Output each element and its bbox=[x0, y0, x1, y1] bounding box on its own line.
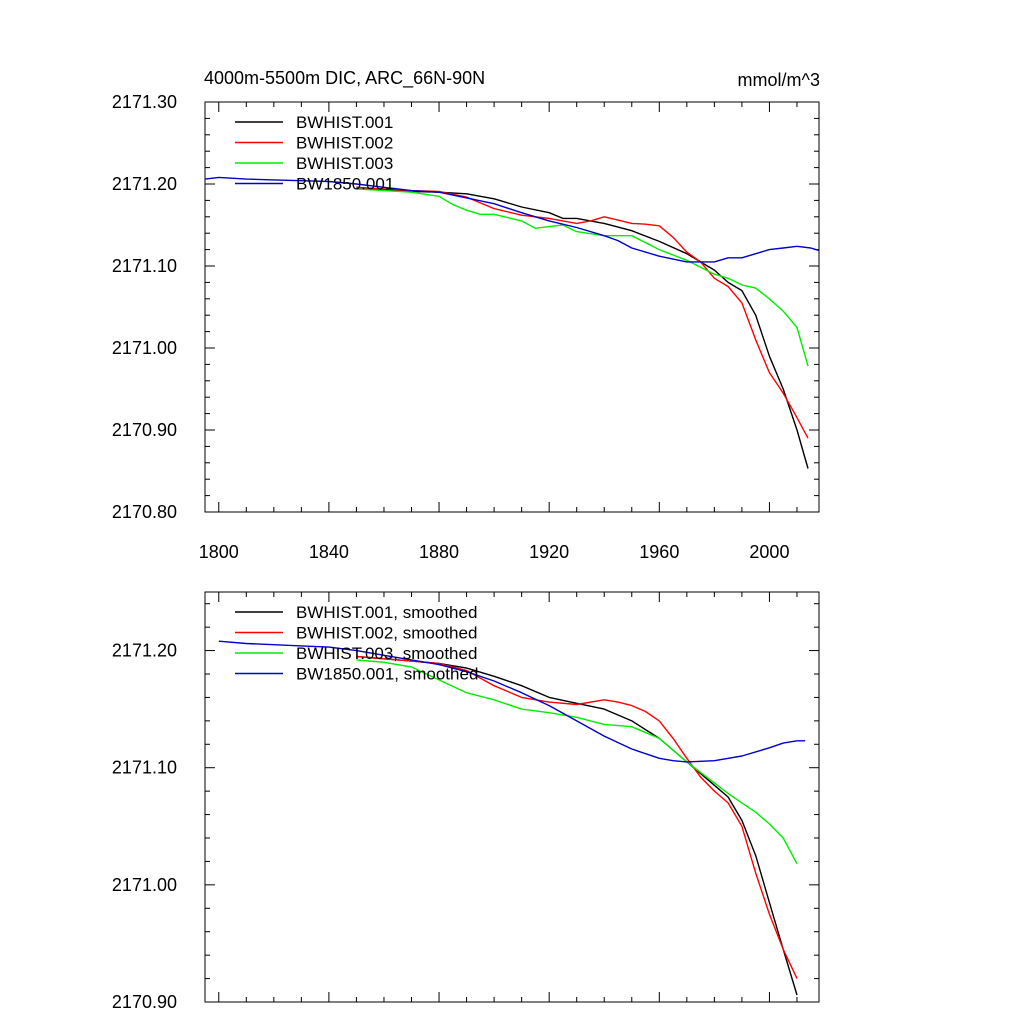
legend-label: BWHIST.003 bbox=[296, 154, 393, 173]
bottom-ticks bbox=[205, 592, 819, 1003]
bottom-panel: 2170.90 2171.00 2171.10 2171.20 BWHIST.001,… bbox=[112, 591, 820, 1012]
x-tick-label: 2000 bbox=[749, 542, 789, 562]
y-tick-label: 2170.80 bbox=[112, 502, 177, 522]
series-line bbox=[356, 186, 809, 439]
bottom-series-lines bbox=[218, 640, 806, 996]
series-line bbox=[356, 188, 809, 367]
legend-label: BWHIST.001, smoothed bbox=[296, 603, 477, 622]
y-tick-label: 2171.20 bbox=[112, 174, 177, 194]
top-x-tick-labels: 1800 1840 1880 1920 1960 2000 bbox=[199, 542, 790, 562]
y-tick-label: 2171.00 bbox=[112, 338, 177, 358]
x-tick-label: 1800 bbox=[199, 542, 239, 562]
top-panel: 4000m-5500m DIC, ARC_66N-90N mmol/m^3 21… bbox=[112, 68, 820, 562]
x-tick-label: 1880 bbox=[419, 542, 459, 562]
y-tick-label: 2171.00 bbox=[112, 875, 177, 895]
series-line bbox=[356, 655, 798, 996]
x-tick-label: 1920 bbox=[529, 542, 569, 562]
top-ticks bbox=[205, 101, 819, 513]
y-tick-label: 2171.10 bbox=[112, 758, 177, 778]
legend-label: BWHIST.002 bbox=[296, 134, 393, 153]
series-line bbox=[218, 640, 806, 763]
legend-label: BWHIST.002, smoothed bbox=[296, 624, 477, 643]
series-line bbox=[356, 659, 798, 865]
bottom-legend: BWHIST.001, smoothed BWHIST.002, smoothed… bbox=[235, 603, 478, 684]
legend-label: BW1850.001, smoothed bbox=[296, 665, 478, 684]
series-line bbox=[204, 176, 820, 263]
x-tick-label: 1960 bbox=[639, 542, 679, 562]
series-line bbox=[356, 655, 798, 979]
bottom-plot-frame bbox=[204, 591, 820, 1003]
y-tick-label: 2171.10 bbox=[112, 256, 177, 276]
top-y-tick-labels: 2170.80 2170.90 2171.00 2171.10 2171.20 2171.… bbox=[112, 92, 177, 522]
legend-label: BWHIST.003, smoothed bbox=[296, 644, 477, 663]
top-series-lines bbox=[204, 176, 820, 469]
y-tick-label: 2170.90 bbox=[112, 992, 177, 1012]
y-tick-label: 2170.90 bbox=[112, 420, 177, 440]
y-tick-label: 2171.20 bbox=[112, 641, 177, 661]
bottom-y-tick-labels: 2170.90 2171.00 2171.10 2171.20 bbox=[112, 641, 177, 1012]
legend-label: BWHIST.001 bbox=[296, 113, 393, 132]
legend-label: BW1850.001 bbox=[296, 175, 394, 194]
y-tick-label: 2171.30 bbox=[112, 92, 177, 112]
units-label: mmol/m^3 bbox=[738, 70, 820, 90]
x-tick-label: 1840 bbox=[309, 542, 349, 562]
top-plot-frame bbox=[204, 101, 820, 513]
series-line bbox=[356, 186, 809, 469]
chart-title: 4000m-5500m DIC, ARC_66N-90N bbox=[204, 68, 485, 89]
